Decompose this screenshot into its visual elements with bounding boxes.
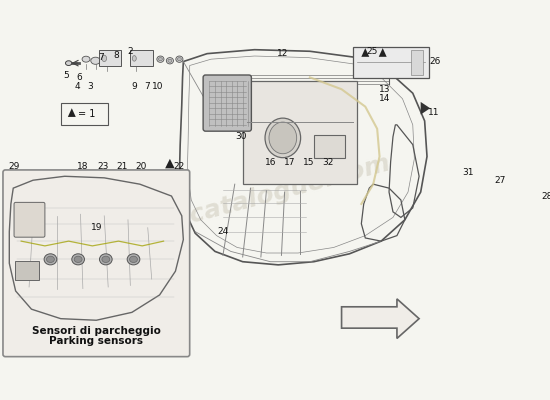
Text: 15: 15: [302, 158, 314, 166]
Ellipse shape: [130, 256, 138, 262]
Text: 29: 29: [8, 162, 20, 171]
Ellipse shape: [102, 256, 110, 262]
Text: 27: 27: [494, 176, 505, 185]
FancyBboxPatch shape: [14, 202, 45, 237]
Ellipse shape: [166, 58, 173, 64]
Polygon shape: [361, 48, 369, 57]
FancyBboxPatch shape: [15, 261, 39, 280]
Text: 2: 2: [128, 47, 133, 56]
FancyBboxPatch shape: [203, 75, 251, 131]
FancyBboxPatch shape: [130, 50, 153, 66]
Polygon shape: [342, 299, 419, 338]
Ellipse shape: [176, 56, 183, 62]
FancyBboxPatch shape: [353, 46, 430, 78]
Ellipse shape: [91, 57, 100, 64]
Text: 7: 7: [98, 53, 104, 62]
Ellipse shape: [74, 256, 82, 262]
Polygon shape: [421, 102, 430, 114]
Text: 9: 9: [131, 82, 137, 90]
Text: 13: 13: [379, 85, 391, 94]
Text: 31: 31: [463, 168, 474, 177]
Ellipse shape: [158, 58, 162, 61]
Ellipse shape: [82, 56, 90, 62]
Text: 14: 14: [379, 94, 390, 103]
Text: 22: 22: [174, 162, 185, 171]
Ellipse shape: [269, 122, 296, 154]
Text: 23: 23: [97, 162, 108, 171]
Text: 10: 10: [152, 82, 164, 90]
Text: 3: 3: [87, 82, 93, 90]
Text: eu.parts-catalogue.com: eu.parts-catalogue.com: [63, 151, 393, 261]
Ellipse shape: [44, 254, 57, 265]
Ellipse shape: [102, 55, 107, 62]
Ellipse shape: [47, 256, 54, 262]
Ellipse shape: [65, 61, 72, 66]
Text: 5: 5: [63, 70, 69, 80]
Text: 28: 28: [542, 192, 550, 200]
Text: 6: 6: [76, 73, 82, 82]
FancyBboxPatch shape: [3, 170, 190, 357]
Text: 32: 32: [322, 158, 334, 166]
Text: 30: 30: [235, 132, 247, 141]
Text: 11: 11: [428, 108, 440, 118]
Text: 7: 7: [144, 82, 150, 90]
Ellipse shape: [178, 58, 182, 61]
Text: 17: 17: [284, 158, 295, 166]
Text: 26: 26: [429, 57, 441, 66]
Ellipse shape: [168, 59, 172, 62]
FancyBboxPatch shape: [411, 50, 423, 75]
Text: 25: 25: [366, 47, 377, 56]
FancyBboxPatch shape: [243, 81, 358, 184]
Text: Sensori di parcheggio: Sensori di parcheggio: [32, 326, 161, 336]
Text: 21: 21: [116, 162, 127, 171]
FancyBboxPatch shape: [314, 135, 345, 158]
Text: 16: 16: [265, 158, 276, 166]
Text: 12: 12: [277, 49, 288, 58]
Polygon shape: [165, 159, 175, 168]
Text: 8: 8: [113, 51, 119, 60]
Text: Parking sensors: Parking sensors: [50, 336, 144, 346]
Ellipse shape: [100, 254, 112, 265]
Text: 24: 24: [217, 227, 228, 236]
Ellipse shape: [127, 254, 140, 265]
Polygon shape: [379, 48, 387, 57]
Ellipse shape: [157, 56, 164, 62]
FancyBboxPatch shape: [100, 50, 121, 66]
Text: 18: 18: [77, 162, 89, 171]
Text: 4: 4: [74, 82, 80, 90]
Text: 19: 19: [91, 223, 102, 232]
Text: = 1: = 1: [78, 109, 96, 119]
Ellipse shape: [265, 118, 301, 158]
Ellipse shape: [72, 254, 85, 265]
Ellipse shape: [133, 56, 136, 61]
Polygon shape: [68, 108, 76, 117]
Text: 20: 20: [135, 162, 146, 171]
